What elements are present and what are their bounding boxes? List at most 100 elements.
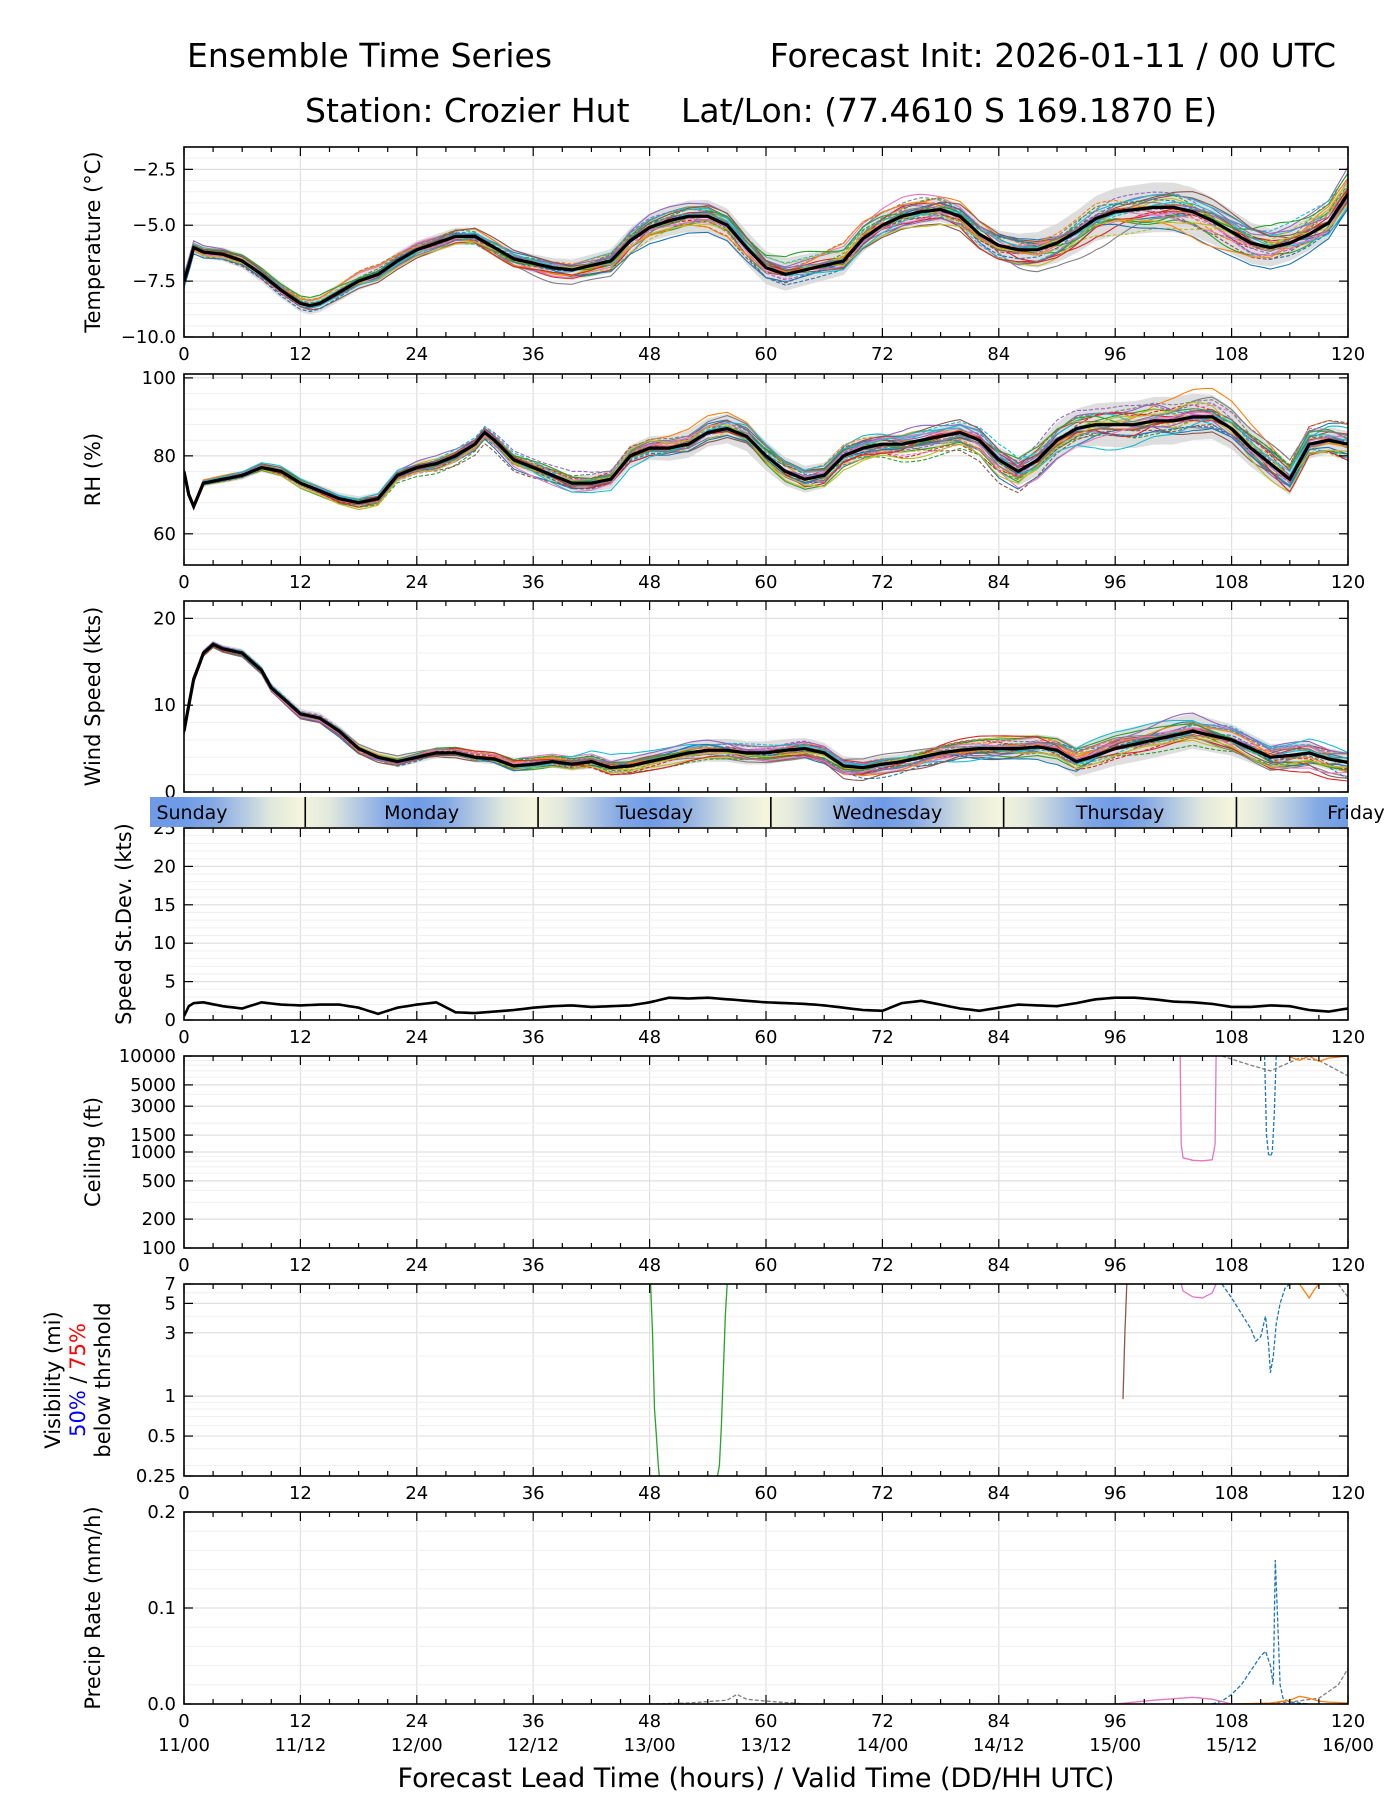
valid-time-label: 14/12 — [973, 1735, 1025, 1756]
x-tick-label: 72 — [871, 1711, 894, 1732]
x-tick-label: 24 — [405, 1711, 428, 1732]
y-tick-label: −5.0 — [132, 215, 176, 236]
temperature-grid — [183, 146, 1349, 338]
x-tick-label: 120 — [1331, 1483, 1365, 1504]
y-axis-label: Wind Speed (kts) — [81, 607, 105, 787]
series-member-green-b — [716, 1284, 728, 1476]
y-tick-label: 100 — [142, 1238, 176, 1259]
wind_speed-y-axis: 0 10 20 Wind Speed (kts) — [81, 607, 1348, 803]
x-tick-label: 60 — [755, 1255, 778, 1276]
rh-data — [184, 387, 1348, 511]
x-tick-label: 60 — [755, 1027, 778, 1048]
valid-time-label: 14/00 — [856, 1735, 908, 1756]
x-tick-label: 108 — [1214, 1711, 1248, 1732]
y-tick-label: 10 — [153, 695, 176, 716]
x-tick-label: 60 — [755, 344, 778, 365]
x-tick-label: 72 — [871, 572, 894, 593]
x-tick-label: 96 — [1104, 1027, 1127, 1048]
speed_stdev-x-axis: 0 12 24 36 48 60 72 84 96 108 120 — [178, 828, 1365, 1048]
x-tick-label: 96 — [1104, 572, 1127, 593]
x-tick-label: 72 — [871, 1027, 894, 1048]
x-tick-label: 72 — [871, 1483, 894, 1504]
ensemble-member-line — [184, 419, 1348, 507]
y-tick-label: 3 — [165, 1323, 176, 1344]
y-tick-label: 3000 — [130, 1096, 176, 1117]
valid-time-label: 15/12 — [1206, 1735, 1258, 1756]
x-tick-label: 108 — [1214, 1255, 1248, 1276]
precip_rate-y-axis: 0.0 0.1 0.2 Precip Rate (mm/h) — [81, 1502, 1348, 1715]
valid-time-label: 12/12 — [507, 1735, 559, 1756]
x-tick-label: 120 — [1331, 572, 1365, 593]
ensemble-member-line — [184, 396, 1348, 506]
x-tick-label: 72 — [871, 344, 894, 365]
x-tick-label: 36 — [522, 1483, 545, 1504]
x-tick-label: 24 — [405, 1255, 428, 1276]
series-member-green — [649, 1284, 660, 1476]
x-tick-label: 96 — [1104, 1483, 1127, 1504]
visibility-y-axis: 0.25 0.5 1 3 57 Visibility (mi) 50% / 75% below… — [41, 1274, 1348, 1487]
y-tick-label: 5 — [165, 972, 176, 993]
wind_speed-x-axis — [183, 601, 1349, 792]
x-tick-label: 120 — [1331, 1255, 1365, 1276]
x-tick-label: 12 — [289, 1483, 312, 1504]
series-member-pink — [1179, 1056, 1217, 1162]
day-label: Wednesday — [832, 802, 942, 824]
day-label: Thursday — [1075, 802, 1164, 824]
visibility-grid — [183, 1283, 1349, 1477]
x-tick-label: 12 — [289, 1711, 312, 1732]
ensemble-member-line — [184, 401, 1348, 511]
x-tick-label: 84 — [987, 1711, 1010, 1732]
title-forecast-init: Forecast Init: 2026-01-11 / 00 UTC — [769, 36, 1336, 75]
x-tick-label: 96 — [1104, 1255, 1127, 1276]
x-tick-label: 96 — [1104, 1711, 1127, 1732]
valid-time-label: 15/00 — [1089, 1735, 1141, 1756]
day-label: Sunday — [156, 802, 227, 824]
speed_stdev-grid — [183, 827, 1349, 1021]
x-tick-label: 48 — [638, 344, 661, 365]
y-tick-label: 20 — [153, 856, 176, 877]
y-tick-label: 0.25 — [136, 1466, 176, 1487]
x-tick-label: 60 — [755, 572, 778, 593]
x-tick-label: 120 — [1331, 1711, 1365, 1732]
y-tick-label: 10000 — [119, 1046, 176, 1067]
x-tick-label: 108 — [1214, 572, 1248, 593]
x-tick-label: 84 — [987, 1483, 1010, 1504]
x-tick-label: 0 — [178, 1483, 189, 1504]
y-tick-label: 20 — [153, 608, 176, 629]
ensemble-member-line — [184, 644, 1348, 769]
x-tick-label: 120 — [1331, 344, 1365, 365]
x-tick-label: 24 — [405, 572, 428, 593]
series-member-gray — [649, 1668, 1348, 1704]
x-tick-label: 84 — [987, 572, 1010, 593]
y-tick-label: 60 — [153, 524, 176, 545]
x-tick-label: 84 — [987, 1027, 1010, 1048]
visibility-ylabel: Visibility (mi) 50% / 75% below thrshold — [41, 1302, 115, 1457]
day-label: Tuesday — [615, 802, 693, 824]
x-tick-label: 24 — [405, 1483, 428, 1504]
valid-time-label: 13/00 — [624, 1735, 676, 1756]
visibility-x-axis: 0 12 24 36 48 60 72 84 96 108 120 — [178, 1284, 1365, 1504]
x-tick-label: 48 — [638, 572, 661, 593]
ensemble-mean-line — [184, 642, 1348, 770]
x-tick-label: 12 — [289, 1027, 312, 1048]
y-tick-label: 80 — [153, 446, 176, 467]
valid-time-label: 11/00 — [158, 1735, 210, 1756]
y-tick-label: 0.2 — [147, 1502, 176, 1523]
day-label: Friday — [1327, 802, 1385, 824]
series-member-blue — [1221, 1284, 1291, 1373]
x-tick-label: 36 — [522, 1255, 545, 1276]
x-tick-label: 24 — [405, 344, 428, 365]
x-tick-label: 24 — [405, 1027, 428, 1048]
valid-time-label: 13/12 — [740, 1735, 792, 1756]
temperature-x-axis: 0 12 24 36 48 60 72 84 96 108 120 — [178, 147, 1365, 365]
valid-time-label: 16/00 — [1322, 1735, 1374, 1756]
y-tick-label: 0 — [165, 1010, 176, 1031]
x-tick-label: 60 — [755, 1711, 778, 1732]
stdev-line — [184, 996, 1348, 1017]
ceiling-grid — [183, 1055, 1349, 1249]
rh-x-axis: 0 12 24 36 48 60 72 84 96 108 120 — [178, 374, 1365, 593]
series-member-orange — [1298, 1284, 1320, 1300]
series-member-pink — [1115, 1696, 1232, 1704]
x-tick-label: 12 — [289, 1255, 312, 1276]
